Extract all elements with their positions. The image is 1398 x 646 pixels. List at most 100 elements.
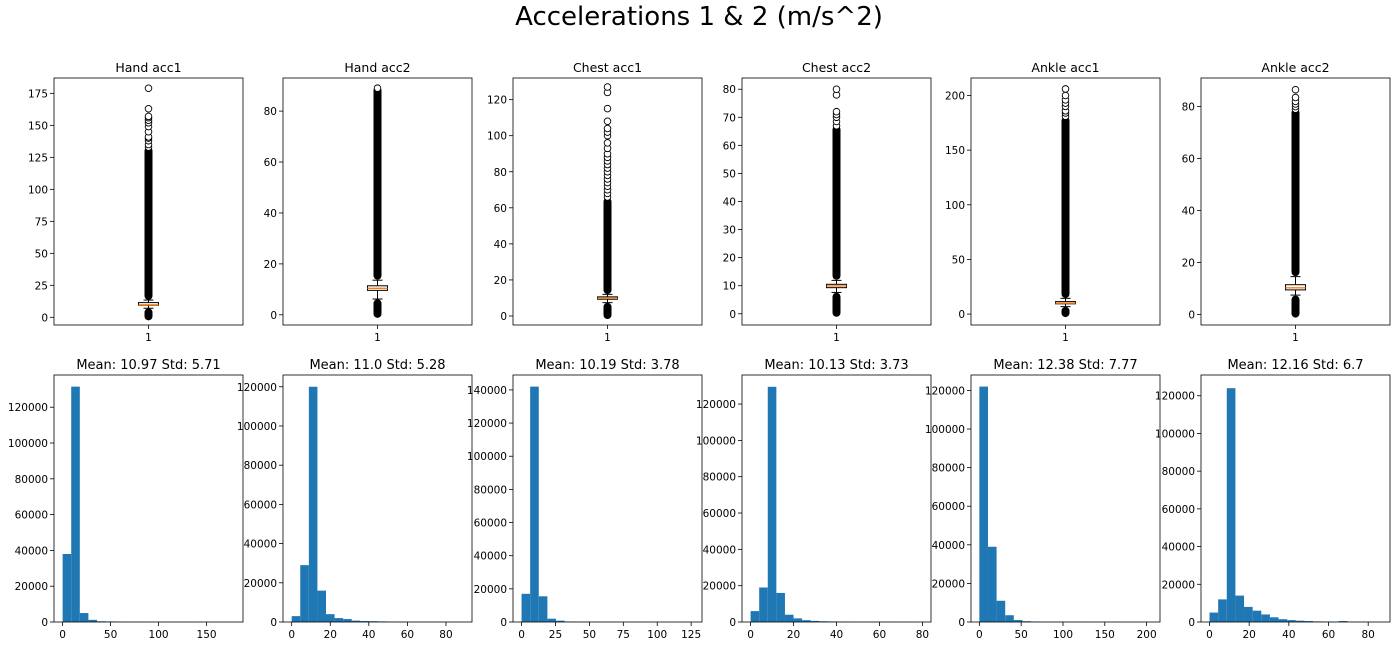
outliers-high xyxy=(832,125,841,280)
x-tick-label: 50 xyxy=(104,629,117,641)
axes-frame xyxy=(970,77,1161,326)
histogram-bar xyxy=(300,565,309,622)
x-tick-label: 150 xyxy=(1095,629,1115,641)
axes-frame xyxy=(53,374,244,623)
histogram-bar xyxy=(1005,615,1014,622)
x-tick-label: 100 xyxy=(647,629,667,641)
axes-frame xyxy=(1200,77,1391,326)
outlier-point xyxy=(1061,85,1070,93)
x-tick-label: 25 xyxy=(549,629,562,641)
outliers-low xyxy=(1291,295,1300,318)
outliers-high xyxy=(144,146,153,300)
y-tick-label: 40000 xyxy=(244,539,277,551)
histogram-bar xyxy=(996,600,1006,622)
y-tick-label: 80000 xyxy=(244,460,277,472)
y-tick-label: 120000 xyxy=(1155,391,1195,403)
y-tick-label: 40000 xyxy=(474,551,507,563)
boxplot-panel-4: Chest acc2 0 10 20 30 40 50 60 70 80 1 xyxy=(723,60,932,344)
y-tick-label: 60000 xyxy=(244,499,277,511)
x-tick-label: 0 xyxy=(518,629,525,641)
histogram-bar xyxy=(71,386,80,622)
y-tick-label: 0 xyxy=(958,617,965,629)
histogram-bar xyxy=(556,620,565,622)
boxplot-panel-5: Ankle acc1 0 50 100 150 200 1 xyxy=(945,60,1161,344)
y-tick-label: 60000 xyxy=(703,508,736,520)
x-tick-label: 1 xyxy=(833,332,840,344)
histogram-bar xyxy=(1295,620,1305,622)
histogram-bar xyxy=(1278,619,1288,622)
histogram-bar xyxy=(538,596,548,622)
histogram-bar xyxy=(326,614,335,622)
x-tick-label: 80 xyxy=(1361,629,1374,641)
y-tick-label: 0 xyxy=(1188,310,1195,322)
figure-title: Accelerations 1 & 2 (m/s^2) xyxy=(515,2,883,32)
y-tick-label: 120000 xyxy=(925,385,965,397)
y-tick-label: 60000 xyxy=(932,501,965,513)
histogram-panel-4: Mean: 10.13 Std: 3.730200004000060000800… xyxy=(696,358,932,641)
histogram-bar xyxy=(810,620,820,622)
panel-title: Mean: 10.19 Std: 3.78 xyxy=(535,358,679,373)
axes-frame xyxy=(282,374,473,623)
y-tick-label: 60000 xyxy=(15,510,48,522)
y-tick-label: 40000 xyxy=(703,544,736,556)
y-tick-label: 100000 xyxy=(925,424,965,436)
histogram-bar xyxy=(1252,610,1262,622)
y-tick-label: 20000 xyxy=(932,578,965,590)
histogram-bar xyxy=(1244,606,1253,622)
outliers-low xyxy=(1061,306,1070,318)
panel-title: Mean: 10.97 Std: 5.71 xyxy=(76,358,220,373)
y-tick-label: 100 xyxy=(487,131,507,143)
x-tick-label: 0 xyxy=(288,629,295,641)
y-tick-label: 0 xyxy=(270,310,277,322)
y-tick-label: 80 xyxy=(1182,102,1195,114)
x-tick-label: 40 xyxy=(1282,629,1295,641)
histogram-bar xyxy=(987,546,997,622)
axes-frame xyxy=(282,77,473,326)
outlier-point xyxy=(603,117,612,126)
y-tick-label: 120000 xyxy=(8,402,48,414)
x-tick-label: 80 xyxy=(916,629,929,641)
outlier-point xyxy=(603,83,612,91)
histogram-bar xyxy=(317,590,327,622)
y-tick-label: 10 xyxy=(723,281,736,293)
y-tick-label: 100000 xyxy=(237,421,277,433)
y-tick-label: 30 xyxy=(723,225,736,237)
outlier-point xyxy=(1061,91,1070,100)
x-tick-label: 0 xyxy=(59,629,66,641)
x-tick-label: 1 xyxy=(604,332,611,344)
y-tick-label: 120000 xyxy=(237,382,277,394)
outliers-low xyxy=(603,302,612,319)
axes-frame xyxy=(970,374,1161,623)
histogram-bar xyxy=(521,593,531,622)
x-tick-label: 40 xyxy=(362,629,375,641)
y-tick-label: 80 xyxy=(723,84,736,96)
y-tick-label: 0 xyxy=(958,309,965,321)
histogram-bar xyxy=(351,620,361,622)
y-tick-label: 50 xyxy=(35,248,48,260)
x-tick-label: 150 xyxy=(197,629,217,641)
outlier-point xyxy=(603,104,612,113)
boxplot-panel-2: Hand acc2 0 20 40 60 80 1 xyxy=(264,60,473,344)
y-tick-label: 20000 xyxy=(15,581,48,593)
y-tick-label: 80000 xyxy=(1162,466,1195,478)
x-tick-label: 100 xyxy=(1053,629,1073,641)
y-tick-label: 120000 xyxy=(467,418,507,430)
x-tick-label: 20 xyxy=(787,629,800,641)
y-tick-label: 0 xyxy=(41,617,48,629)
histogram-bar xyxy=(979,386,988,622)
y-tick-label: 100 xyxy=(945,200,965,212)
panel-title: Hand acc1 xyxy=(115,60,181,75)
outlier-point xyxy=(373,84,382,92)
y-tick-label: 80 xyxy=(494,167,507,179)
axes-frame xyxy=(53,77,244,326)
histogram-bar xyxy=(1218,599,1227,622)
y-tick-label: 125 xyxy=(28,152,48,164)
y-tick-label: 70 xyxy=(723,112,736,124)
histogram-bar xyxy=(1287,620,1296,622)
y-tick-label: 75 xyxy=(35,216,48,228)
outlier-point xyxy=(144,112,153,121)
y-tick-label: 150 xyxy=(28,120,48,132)
y-tick-label: 100000 xyxy=(1155,428,1195,440)
y-tick-label: 0 xyxy=(270,617,277,629)
